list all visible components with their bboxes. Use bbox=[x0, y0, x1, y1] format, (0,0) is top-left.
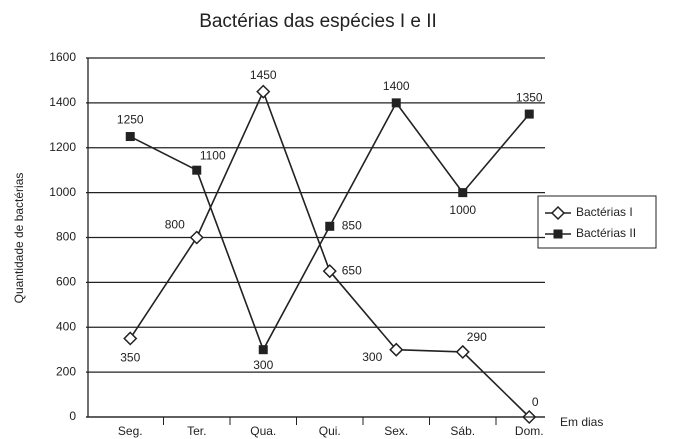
x-tick-label: Dom. bbox=[515, 424, 544, 438]
data-label: 1250 bbox=[117, 113, 144, 127]
x-tick-label: Sáb. bbox=[450, 424, 475, 438]
y-tick-label: 1000 bbox=[49, 185, 76, 199]
data-label: 850 bbox=[342, 218, 362, 232]
data-label: 350 bbox=[120, 351, 140, 365]
y-tick-label: 800 bbox=[56, 230, 76, 244]
x-axis-label: Em dias bbox=[560, 415, 603, 429]
legend-label: Bactérias I bbox=[576, 205, 633, 219]
x-tick-label: Ter. bbox=[187, 424, 206, 438]
x-tick-label: Sex. bbox=[384, 424, 408, 438]
data-label: 1400 bbox=[383, 79, 410, 93]
y-tick-label: 400 bbox=[56, 319, 76, 333]
point-marker bbox=[455, 344, 470, 359]
series-line bbox=[129, 89, 530, 418]
point-marker bbox=[524, 109, 534, 119]
data-label: 0 bbox=[532, 395, 539, 409]
point-marker bbox=[123, 331, 138, 346]
point-marker bbox=[256, 84, 271, 99]
y-axis-label: Quantidade de bactérias bbox=[12, 173, 26, 304]
point-marker bbox=[189, 230, 204, 245]
data-label: 1000 bbox=[449, 203, 476, 217]
x-tick-label: Seg. bbox=[118, 424, 143, 438]
legend-box bbox=[537, 195, 657, 249]
data-label: 800 bbox=[165, 218, 185, 232]
data-label: 650 bbox=[342, 263, 362, 277]
point-marker bbox=[325, 221, 335, 231]
data-label: 1100 bbox=[200, 148, 226, 162]
point-marker bbox=[391, 98, 401, 108]
point-marker bbox=[389, 342, 404, 357]
chart-title: Bactérias das espécies I e II bbox=[199, 11, 437, 32]
y-tick-label: 1600 bbox=[49, 50, 76, 64]
data-label: 290 bbox=[467, 330, 487, 344]
y-tick-label: 1200 bbox=[49, 140, 76, 154]
legend-marker bbox=[553, 229, 563, 239]
x-tick-label: Qui. bbox=[319, 424, 341, 438]
legend-marker bbox=[550, 205, 566, 221]
point-marker bbox=[125, 132, 135, 142]
x-tick-label: Qua. bbox=[250, 424, 276, 438]
data-label: 1350 bbox=[516, 90, 543, 104]
y-tick-label: 0 bbox=[69, 409, 76, 423]
data-label: 300 bbox=[253, 358, 273, 372]
point-marker bbox=[192, 165, 202, 175]
point-marker bbox=[458, 188, 468, 198]
legend-label: Bactérias II bbox=[576, 226, 636, 240]
point-marker bbox=[258, 345, 268, 355]
data-label: 300 bbox=[362, 350, 382, 364]
point-marker bbox=[322, 264, 337, 279]
y-tick-label: 200 bbox=[56, 364, 76, 378]
data-label: 1450 bbox=[250, 68, 277, 82]
y-tick-label: 600 bbox=[56, 275, 76, 289]
y-tick-label: 1400 bbox=[49, 95, 76, 109]
